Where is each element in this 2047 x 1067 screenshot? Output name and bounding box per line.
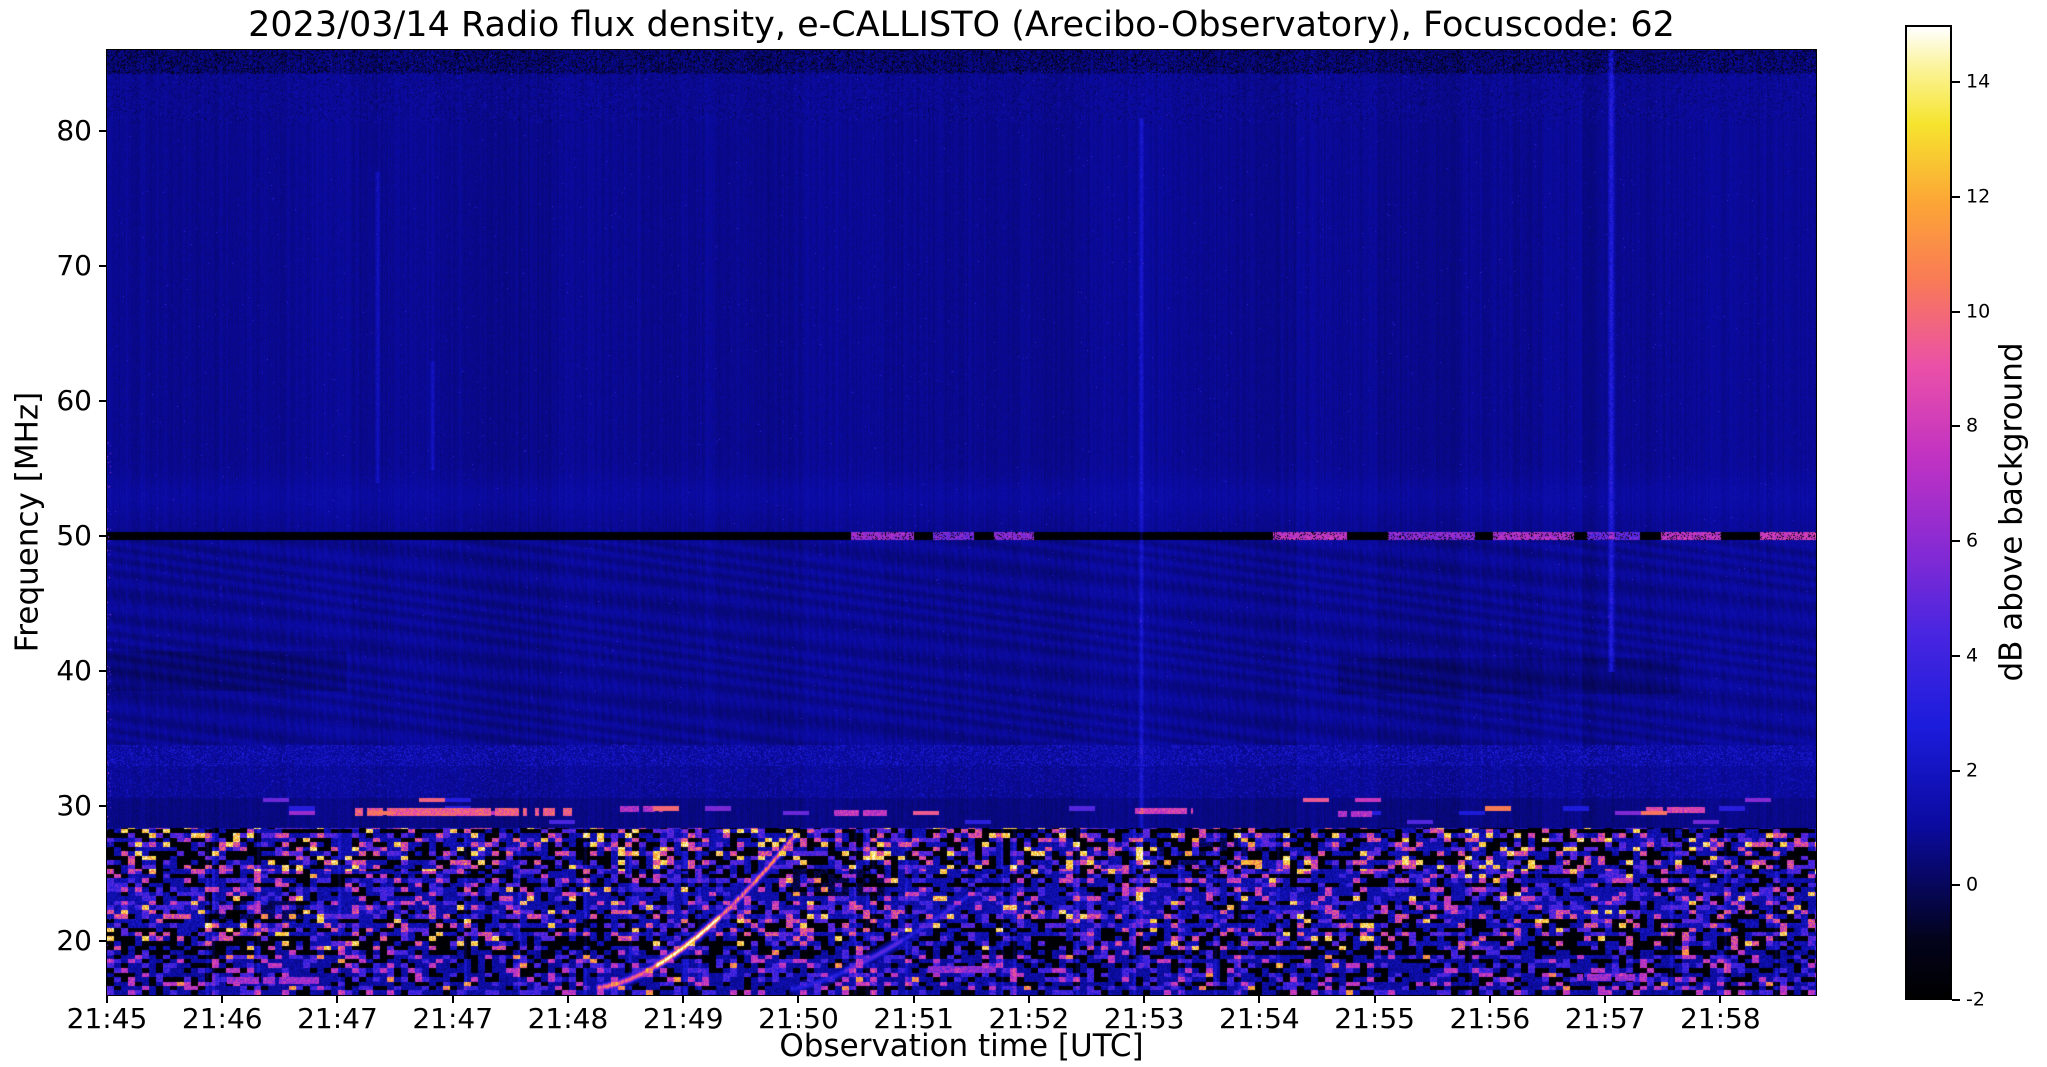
colorbar-label: dB above background <box>1993 342 2030 682</box>
y-tick-label: 50 <box>56 519 92 552</box>
x-axis-label: Observation time [UTC] <box>779 1028 1144 1064</box>
colorbar-tick-label: 6 <box>1966 529 1979 552</box>
x-tick-mark <box>336 995 339 1003</box>
colorbar-tick-label: 12 <box>1966 185 1991 208</box>
colorbar-tick-mark <box>1952 654 1960 657</box>
x-tick-mark <box>682 995 685 1003</box>
y-tick-label: 60 <box>56 384 92 417</box>
colorbar-tick-label: -2 <box>1966 988 1985 1011</box>
x-tick-label: 21:56 <box>1449 1002 1531 1035</box>
x-tick-mark <box>1719 995 1722 1003</box>
y-tick-mark <box>99 940 107 942</box>
colorbar-gradient <box>1905 25 1952 1000</box>
colorbar-tick-label: 10 <box>1966 300 1991 323</box>
colorbar-tick-mark <box>1952 884 1960 887</box>
x-tick-label: 21:55 <box>1334 1002 1415 1035</box>
colorbar-tick-mark <box>1952 425 1960 428</box>
x-tick-mark <box>106 995 108 1003</box>
x-tick-mark <box>1027 995 1030 1003</box>
x-tick-mark <box>451 995 454 1003</box>
x-tick-mark <box>912 995 915 1003</box>
colorbar-tick-label: 8 <box>1966 414 1979 437</box>
colorbar-tick-mark <box>1952 540 1960 543</box>
x-tick-mark <box>797 995 800 1003</box>
x-tick-label: 21:48 <box>527 1002 609 1035</box>
colorbar-tick-mark <box>1952 81 1960 84</box>
colorbar-tick-label: 4 <box>1966 644 1979 667</box>
x-tick-label: 21:45 <box>66 1002 148 1035</box>
y-tick-label: 80 <box>56 114 92 147</box>
colorbar-tick-mark <box>1952 310 1960 313</box>
y-tick-label: 70 <box>56 249 92 282</box>
colorbar-tick-label: 0 <box>1966 873 1979 896</box>
x-tick-mark <box>1143 995 1146 1003</box>
chart-title: 2023/03/14 Radio flux density, e-CALLIST… <box>248 5 1675 45</box>
x-tick-mark <box>1604 995 1607 1003</box>
colorbar-tick-mark <box>1952 196 1960 199</box>
x-tick-label: 21:57 <box>1564 1002 1646 1035</box>
x-tick-mark <box>1488 995 1491 1003</box>
y-tick-mark <box>99 670 107 672</box>
y-tick-label: 30 <box>56 789 92 822</box>
y-tick-mark <box>99 805 107 807</box>
colorbar-tick-label: 2 <box>1966 759 1979 782</box>
y-tick-mark <box>99 400 107 402</box>
colorbar-tick-label: 14 <box>1966 70 1991 93</box>
x-tick-label: 21:52 <box>988 1002 1070 1035</box>
colorbar-tick-mark <box>1952 999 1960 1001</box>
x-tick-label: 21:47 <box>297 1002 378 1035</box>
x-tick-label: 21:50 <box>758 1002 839 1035</box>
spectrogram-heatmap <box>107 50 1816 995</box>
y-tick-label: 40 <box>56 654 92 687</box>
y-tick-mark <box>99 265 107 267</box>
x-tick-label: 21:51 <box>873 1002 955 1035</box>
colorbar-tick-mark <box>1952 769 1960 772</box>
x-tick-label: 21:54 <box>1219 1002 1300 1035</box>
y-tick-mark <box>99 130 107 132</box>
x-tick-label: 21:49 <box>642 1002 724 1035</box>
x-tick-mark <box>566 995 569 1003</box>
x-tick-mark <box>1373 995 1376 1003</box>
y-tick-mark <box>99 535 107 537</box>
x-tick-mark <box>221 995 224 1003</box>
x-tick-label: 21:58 <box>1679 1002 1761 1035</box>
x-tick-mark <box>1258 995 1261 1003</box>
y-tick-label: 20 <box>56 924 92 957</box>
x-tick-label: 21:46 <box>181 1002 263 1035</box>
x-tick-label: 21:53 <box>1103 1002 1185 1035</box>
x-tick-label: 21:47 <box>412 1002 494 1035</box>
